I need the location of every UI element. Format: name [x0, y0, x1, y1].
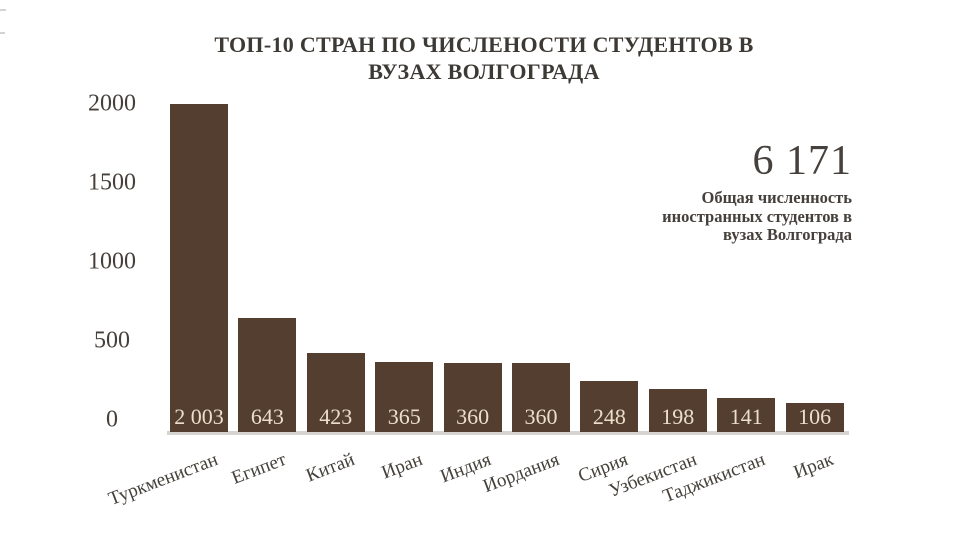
- chart-title: ТОП-10 СТРАН ПО ЧИСЛЕНОСТИ СТУДЕНТОВ В ВУ…: [0, 31, 968, 85]
- x-axis-label-Китай: Китай: [303, 449, 358, 487]
- bar-Китай: 423: [306, 353, 365, 432]
- bar-value-label: 141: [729, 403, 763, 429]
- x-axis-label-Иордания: Иордания: [480, 449, 563, 498]
- y-axis-tick-label: 1000: [88, 248, 136, 275]
- bar-value-label: 106: [798, 403, 832, 429]
- bar-Иордания: 360: [512, 363, 570, 432]
- bar-value-label: 360: [456, 403, 490, 429]
- x-axis-label-Египет: Египет: [228, 449, 289, 489]
- bar-Туркменистан: 2 003: [170, 103, 228, 432]
- total-caption-line: Общая численность: [701, 188, 852, 207]
- y-axis-tick-label: 500: [94, 327, 130, 354]
- bar-value-label: 248: [592, 403, 626, 429]
- bar-Узбекистан: 198: [648, 388, 707, 432]
- edge-artifact: [0, 9, 6, 11]
- y-axis-tick-label: 0: [106, 406, 118, 433]
- bar-value-label: 360: [524, 403, 558, 429]
- total-students-value: 6 171: [752, 138, 852, 184]
- bar-value-label: 2 003: [174, 403, 224, 429]
- total-caption-line: вузах Волгограда: [723, 225, 852, 244]
- bar-Египет: 643: [238, 318, 297, 432]
- total-students-caption: Общая численность иностранных студентов в…: [662, 188, 852, 245]
- bar-value-label: 643: [250, 403, 284, 429]
- y-axis: 2000 1500 1000 500 0: [0, 0, 150, 544]
- edge-artifact: [0, 32, 5, 34]
- x-axis-baseline: [167, 431, 849, 435]
- total-annotation: 6 171 Общая численность иностранных студе…: [662, 140, 852, 245]
- bar-value-label: 365: [387, 403, 421, 429]
- x-axis-label-Иран: Иран: [379, 449, 426, 484]
- y-axis-tick-label: 1500: [88, 169, 136, 196]
- bar-Иран: 365: [375, 362, 434, 432]
- y-axis-tick-label: 2000: [88, 90, 136, 117]
- bar-Сирия: 248: [580, 380, 639, 432]
- bar-Ирак: 106: [785, 403, 844, 432]
- chart-title-line: ТОП-10 СТРАН ПО ЧИСЛЕНОСТИ СТУДЕНТОВ В: [214, 32, 754, 57]
- bar-Таджикистан: 141: [717, 397, 776, 432]
- bar-Индия: 360: [443, 363, 502, 432]
- bar-value-label: 423: [319, 403, 353, 429]
- total-caption-line: иностранных студентов в: [662, 206, 852, 226]
- chart-title-line: ВУЗАХ ВОЛГОГРАДА: [368, 59, 600, 84]
- x-axis-label-Ирак: Ирак: [790, 449, 837, 484]
- bar-value-label: 198: [661, 403, 695, 429]
